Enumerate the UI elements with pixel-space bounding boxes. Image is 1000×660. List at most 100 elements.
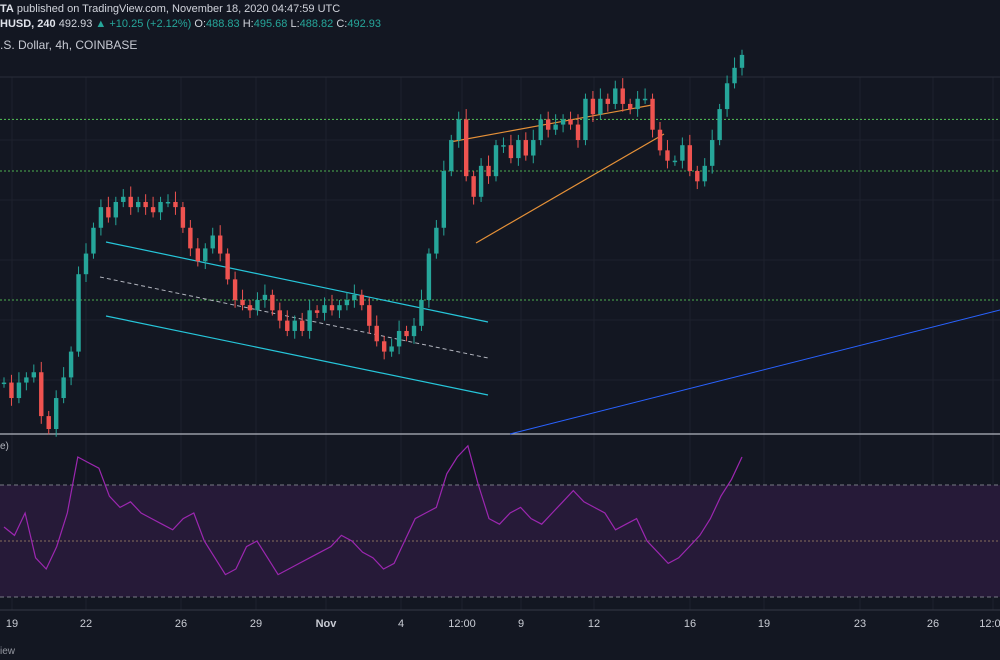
- candle-body: [143, 201, 148, 208]
- candle-body: [61, 377, 66, 399]
- candle-body: [165, 201, 171, 204]
- candle-body: [463, 119, 469, 177]
- candle-body: [195, 248, 201, 262]
- candle-body: [590, 98, 596, 115]
- time-tick-label: 19: [758, 618, 770, 630]
- candle-body: [98, 207, 104, 228]
- support-levels: [0, 118, 1000, 301]
- time-tick-label: 29: [250, 618, 262, 630]
- candle-body: [232, 279, 238, 300]
- price-change: +10.25 (+2.12%): [109, 18, 192, 30]
- candle-body: [53, 398, 59, 429]
- candle-body: [285, 320, 290, 331]
- last-price: 492.93: [58, 18, 93, 30]
- candle-body: [739, 54, 745, 68]
- candle-body: [68, 351, 74, 378]
- candle-body: [717, 109, 722, 141]
- candle-body: [128, 196, 133, 208]
- candle-body: [545, 119, 551, 130]
- candle-body: [650, 98, 655, 130]
- time-tick-label: 19: [6, 618, 18, 630]
- candle-body: [441, 171, 447, 228]
- candle-body: [121, 196, 126, 202]
- candle-body: [337, 305, 342, 311]
- candle-body: [404, 330, 409, 337]
- candle-body: [613, 88, 618, 104]
- candle-body: [627, 103, 633, 110]
- time-tick-label: 12:00: [448, 618, 476, 630]
- change-arrow-icon: ▲: [95, 18, 107, 30]
- candle-body: [381, 341, 387, 352]
- candle-body: [657, 129, 663, 151]
- candle-body: [113, 201, 119, 218]
- channel-mid-line[interactable]: [99, 276, 489, 359]
- candle-body: [553, 124, 558, 130]
- candle-body: [106, 207, 111, 218]
- footer-text: iew: [0, 646, 16, 657]
- trend-line[interactable]: [509, 309, 1000, 435]
- candle-body: [486, 165, 491, 177]
- candle-body: [150, 207, 156, 213]
- candle-body: [709, 140, 715, 166]
- candle-body: [426, 253, 432, 300]
- candle-body: [76, 274, 81, 352]
- symbol-label[interactable]: HUSD, 240: [0, 18, 56, 30]
- candle-body: [523, 140, 529, 156]
- candle-body: [478, 165, 484, 197]
- close-value: 492.93: [347, 18, 382, 30]
- candle-body: [508, 145, 514, 159]
- time-axis[interactable]: 19 22 26 29 Nov 4 12:00 9 12 16 19 23 26 12:00: [6, 618, 1000, 630]
- candle-body: [411, 325, 417, 337]
- candle-body: [367, 305, 372, 326]
- series-title: .S. Dollar, 4h, COINBASE: [0, 38, 138, 52]
- candle-body: [314, 310, 320, 313]
- publisher-name[interactable]: TA: [0, 3, 14, 15]
- candle-body: [702, 165, 707, 182]
- candle-body: [307, 310, 312, 331]
- channel-upper-line[interactable]: [105, 241, 489, 323]
- candle-body: [396, 330, 402, 347]
- candle-body: [91, 227, 96, 254]
- low-label: L:: [290, 18, 300, 30]
- wedge-upper-line[interactable]: [449, 104, 653, 143]
- channel-lower-line[interactable]: [105, 315, 489, 396]
- candles: [1, 49, 745, 437]
- candle-body: [575, 124, 581, 141]
- rsi-pane-label: e): [0, 441, 9, 452]
- candle-body: [665, 150, 670, 161]
- candle-body: [493, 145, 499, 177]
- candle-body: [180, 207, 186, 228]
- candle-body: [173, 201, 178, 208]
- candle-body: [277, 310, 283, 321]
- candle-body: [568, 119, 573, 125]
- time-tick-label: 16: [684, 618, 696, 630]
- candle-body: [329, 305, 335, 311]
- time-tick-label: 4: [398, 618, 404, 630]
- time-tick-label: 26: [175, 618, 187, 630]
- wedge-lower-line[interactable]: [475, 133, 665, 244]
- candle-body: [501, 145, 506, 147]
- time-tick-label: 22: [80, 618, 92, 630]
- candle-body: [642, 98, 648, 101]
- candle-body: [39, 372, 44, 417]
- candle-body: [352, 294, 357, 300]
- candle-body: [419, 300, 424, 326]
- open-value: 488.83: [206, 18, 240, 30]
- candle-body: [516, 140, 521, 159]
- candle-body: [31, 372, 37, 378]
- candle-body: [24, 377, 29, 383]
- candle-body: [560, 119, 566, 125]
- candle-body: [635, 98, 640, 110]
- candle-body: [292, 320, 297, 331]
- candle-body: [322, 305, 327, 313]
- candle-body: [672, 160, 678, 163]
- candle-body: [299, 320, 305, 331]
- time-tick-label: 23: [854, 618, 866, 630]
- candle-body: [255, 300, 260, 311]
- top-info-bar: TA published on TradingView.com, Novembe…: [0, 0, 1000, 34]
- candle-body: [724, 83, 730, 110]
- candle-body: [695, 171, 700, 182]
- candle-body: [83, 253, 89, 275]
- candle-body: [203, 248, 208, 262]
